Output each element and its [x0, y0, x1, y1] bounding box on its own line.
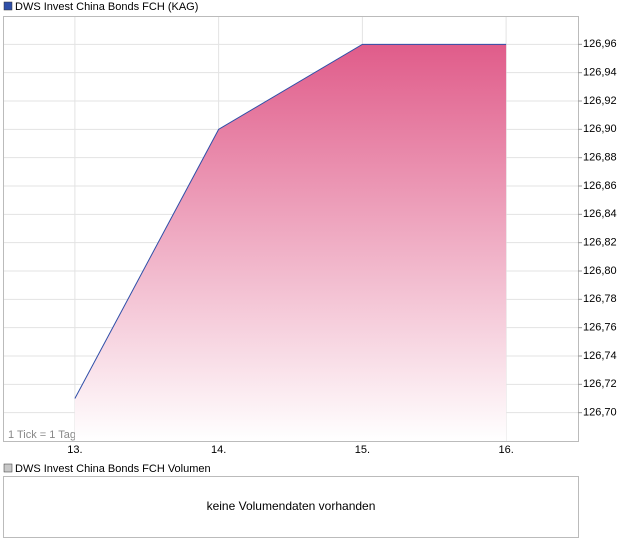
legend-swatch [3, 1, 13, 11]
y-tick-label: 126,82 [583, 237, 617, 249]
x-tick-label: 16. [498, 444, 513, 456]
y-tick-label: 126,92 [583, 95, 617, 107]
annotation: 1 Tick = 1 Tag [8, 429, 76, 441]
y-tick-label: 126,94 [583, 67, 617, 79]
y-tick-label: 126,86 [583, 180, 617, 192]
volume-frame [3, 476, 579, 538]
volume-title: DWS Invest China Bonds FCH Volumen [15, 463, 211, 475]
x-tick-label: 14. [211, 444, 226, 456]
x-tick-label: 15. [355, 444, 370, 456]
y-tick-label: 126,90 [583, 123, 617, 135]
x-tick-label: 13. [67, 444, 82, 456]
legend-swatch [3, 463, 13, 473]
y-tick-label: 126,80 [583, 265, 617, 277]
line [74, 43, 507, 399]
y-tick-label: 126,78 [583, 293, 617, 305]
y-tick-label: 126,70 [583, 407, 617, 419]
y-tick-label: 126,72 [583, 378, 617, 390]
legend-label: DWS Invest China Bonds FCH (KAG) [15, 1, 198, 13]
y-tick-label: 126,96 [583, 38, 617, 50]
y-tick-label: 126,76 [583, 322, 617, 334]
area [74, 44, 507, 441]
y-tick-label: 126,84 [583, 208, 617, 220]
plot-frame [3, 16, 579, 442]
y-tick-label: 126,88 [583, 152, 617, 164]
y-tick-label: 126,74 [583, 350, 617, 362]
volume-message: keine Volumendaten vorhanden [207, 499, 376, 513]
